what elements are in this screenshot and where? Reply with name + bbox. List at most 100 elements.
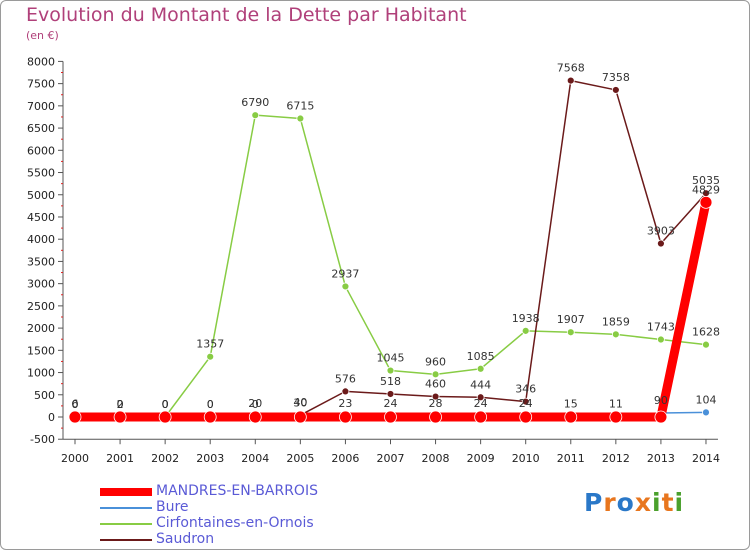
y-tick-label: 4000 [27, 233, 55, 246]
data-label: 104 [695, 393, 716, 406]
data-label: 24 [519, 397, 533, 410]
data-label: 0 [72, 398, 79, 411]
data-label: 0 [252, 398, 259, 411]
x-tick-label: 2005 [286, 452, 314, 465]
data-point [431, 370, 440, 379]
data-label: 1859 [602, 315, 630, 328]
x-tick-label: 2007 [376, 452, 404, 465]
data-point [702, 340, 710, 349]
data-label: 11 [609, 398, 623, 411]
y-tick-label: -500 [30, 433, 55, 446]
x-tick-label: 2012 [602, 452, 630, 465]
data-point [341, 387, 350, 396]
data-point [293, 410, 307, 424]
data-label: 0 [162, 398, 169, 411]
data-point [384, 410, 397, 424]
data-label: 0 [162, 398, 169, 411]
data-point [341, 282, 350, 291]
x-tick-label: 2013 [647, 452, 675, 465]
data-label: 1357 [196, 338, 224, 351]
logo-letter: t [661, 488, 675, 517]
data-label: 1938 [512, 312, 540, 325]
data-point [68, 410, 82, 424]
chart-title: Evolution du Montant de la Dette par Hab… [26, 4, 467, 26]
data-label: 2 [117, 398, 124, 411]
y-tick-label: 6500 [27, 122, 55, 135]
data-point [521, 326, 530, 335]
data-point [566, 328, 575, 337]
legend-swatch [100, 488, 152, 496]
logo-letter: P [584, 488, 604, 517]
data-point [654, 410, 668, 424]
data-label: 1085 [467, 350, 495, 363]
legend-label: Saudron [156, 531, 215, 547]
y-tick-label: 6000 [27, 144, 55, 157]
y-tick-label: 500 [34, 389, 55, 402]
data-point [476, 393, 485, 402]
data-point [566, 76, 575, 85]
x-tick-label: 2010 [512, 452, 540, 465]
data-point [564, 410, 578, 424]
logo-letter: i [674, 488, 685, 517]
y-tick-label: 2000 [27, 322, 55, 335]
data-label: 1628 [692, 326, 720, 339]
data-label: 460 [425, 378, 446, 391]
data-label: 6 [72, 398, 79, 411]
x-tick-label: 2011 [557, 452, 585, 465]
data-label: 6790 [241, 96, 269, 109]
data-point [386, 366, 395, 375]
data-label: 3903 [647, 225, 675, 238]
logo-letter: i [652, 488, 662, 517]
logo-letter: o [616, 488, 635, 517]
data-point [657, 239, 665, 248]
y-tick-label: 5500 [27, 167, 55, 180]
y-tick-label: 5000 [27, 189, 55, 202]
data-point [699, 195, 713, 209]
logo-letter: x [634, 488, 652, 517]
data-label: 5035 [692, 174, 720, 187]
data-point [203, 410, 217, 424]
logo-letter: r [603, 488, 617, 517]
data-label: 40 [293, 396, 307, 409]
x-tick-label: 2008 [422, 452, 450, 465]
x-tick-label: 2004 [241, 452, 269, 465]
legend-label: Bure [156, 499, 189, 515]
data-point [386, 390, 395, 398]
data-point [431, 392, 440, 401]
chart-subtitle: (en €) [26, 29, 59, 42]
x-tick-label: 2003 [196, 452, 224, 465]
legend-swatch [100, 539, 152, 541]
legend-label: MANDRES-EN-BARROIS [156, 483, 318, 499]
data-label: 0 [207, 398, 214, 411]
data-label: 444 [470, 378, 491, 391]
y-tick-label: 1000 [27, 367, 55, 380]
data-point [296, 114, 305, 123]
y-tick-label: 7000 [27, 100, 55, 113]
data-point [657, 335, 665, 344]
data-label: 0 [117, 398, 124, 411]
x-tick-label: 2006 [331, 452, 359, 465]
x-tick-label: 2014 [692, 452, 720, 465]
data-label: 576 [335, 372, 356, 385]
x-tick-label: 2002 [151, 452, 179, 465]
legend-swatch [100, 507, 152, 509]
data-label: 30 [293, 397, 307, 410]
data-label: 1045 [376, 352, 404, 365]
y-tick-label: 3500 [27, 255, 55, 268]
data-label: 24 [383, 397, 397, 410]
data-point [521, 397, 530, 406]
data-point [206, 352, 215, 361]
data-label: 0 [207, 398, 214, 411]
y-tick-label: 0 [48, 411, 55, 424]
data-label: 7568 [557, 62, 585, 75]
data-point [158, 410, 172, 424]
data-label: 960 [425, 355, 446, 368]
data-point [251, 111, 260, 120]
y-tick-label: 3000 [27, 278, 55, 291]
y-tick-label: 8000 [27, 55, 55, 68]
data-point [702, 408, 710, 417]
proxiti-logo: Proxiti [584, 488, 684, 517]
data-point [611, 330, 620, 339]
